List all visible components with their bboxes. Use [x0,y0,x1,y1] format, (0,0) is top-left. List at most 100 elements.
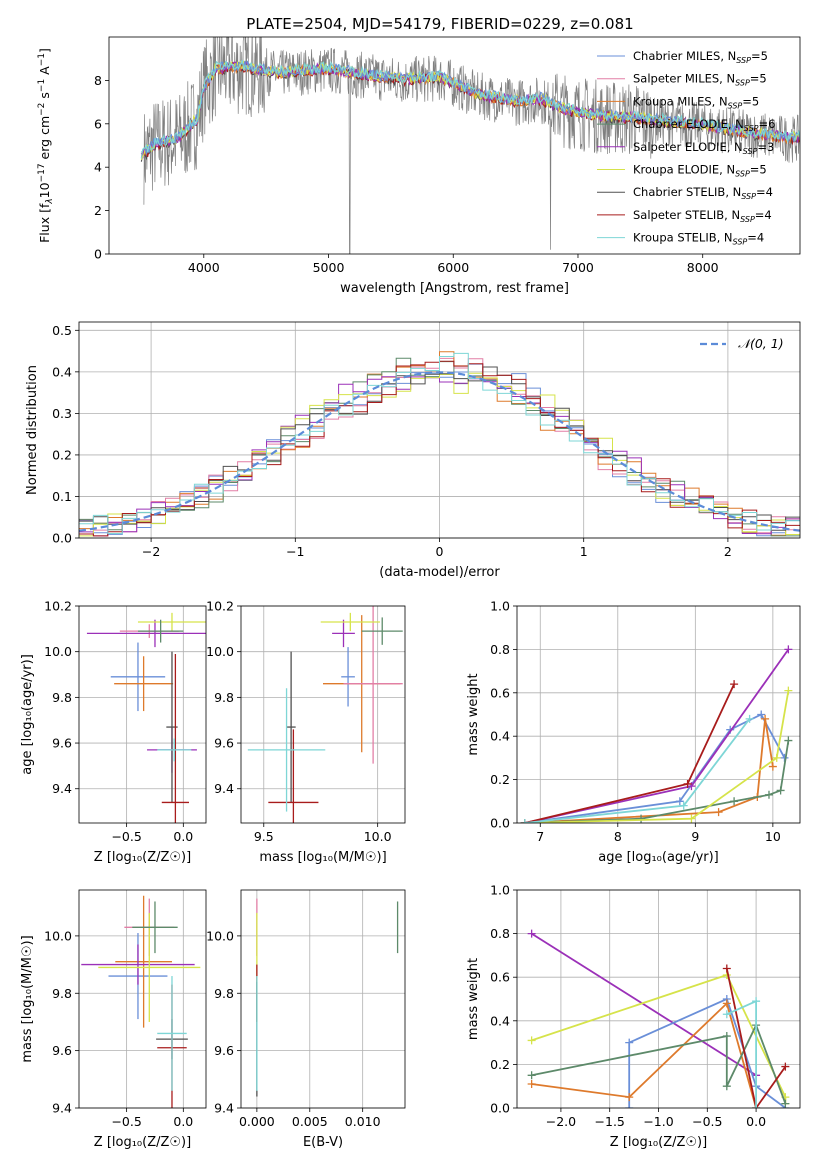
x-axis-label: Z [log₁₀(Z/Z☉)] [94,1135,191,1150]
y-tick-label: 0.3 [52,406,72,421]
y-axis-label: mass weight [466,673,481,755]
axes-frame [516,605,801,824]
y-tick-label: 0.4 [52,364,72,379]
histogram-salpeter-elodie [79,376,800,537]
data-point-kroupa-stelib [247,688,326,812]
series-marker [764,790,773,799]
y-axis-label: mass [log₁₀(M/M☉)] [20,935,35,1062]
series-marker [687,814,696,823]
y-tick-label: 9.8 [214,690,234,705]
series-marker [784,645,793,654]
series-marker [683,779,692,788]
series-kroupa-elodie [524,690,790,823]
y-tick-label: 9.6 [52,1043,72,1058]
series-marker [730,797,739,806]
y-tick-label: 9.4 [214,1101,234,1116]
y-tick-label: 4 [94,160,102,175]
x-tick-label: 8 [614,829,622,844]
data-point-salpeter-elodie [332,619,355,648]
data-point-salpeter-elodie [86,619,206,648]
age_vs_mass-axes: 9.5 10.0 9.4 9.6 9.8 10.0 10.2 mass [log₁₀(M/M☉… [206,599,406,865]
series-kroupa-miles [524,718,774,823]
histogram-kroupa-stelib [79,352,800,534]
x-tick-label: 6000 [437,260,469,275]
model-spectrum-kroupa-stelib [140,59,800,159]
series-marker [520,819,529,823]
plot-layer: 4000 5000 6000 7000 8000 0 2 4 6 8 wavelength [Ang… [20,36,801,1150]
series-marker [781,1099,790,1108]
mass_vs_Z-points [81,895,201,1108]
y-tick-label: 9.8 [52,986,72,1001]
x-tick-label: −0.5 [111,829,141,844]
data-point-salpeter-miles [343,606,403,764]
x-tick-label: 0.000 [239,1114,275,1129]
axes-frame [78,605,207,824]
x-tick-label: −0.5 [692,1114,722,1129]
data-point-salpeter-elodie [81,944,195,985]
mass_weight_vs_Z-axes: −2.0 −1.5 −1.0 −0.5 0.0 0.0 0.2 0.4 0.6 0.8 1.0 Z [… [466,883,801,1150]
y-tick-label: 10.2 [206,599,234,614]
legend-entry: Kroupa MILES, NSSP=5 [633,94,759,110]
y-axis-label: mass weight [466,958,481,1040]
y-tick-label: 2 [94,203,102,218]
y-tick-label: 6 [94,116,102,131]
y-tick-label: 10.0 [44,928,72,943]
y-tick-label: 9.6 [214,1043,234,1058]
age_vs_mass-points [247,606,403,823]
series-marker [722,999,731,1008]
series-marker [714,808,723,817]
x-axis-label: age [log₁₀(age/yr)] [598,850,719,865]
series-marker [675,797,684,806]
y-tick-label: 0.4 [490,1013,510,1028]
normal-reference-curve [79,371,800,532]
y-tick-label: 0.1 [52,489,72,504]
y-tick-label: 9.4 [214,781,234,796]
axes-frame [78,889,207,1109]
series-marker [679,801,688,810]
data-point-chabrier-stelib [286,651,296,803]
y-tick-label: 0 [94,247,102,262]
series-marker [625,1093,634,1102]
y-tick-label: 0.0 [52,531,72,546]
age_vs_Z-points [86,612,206,823]
y-tick-label: 0.2 [490,772,510,787]
x-axis-label: Z [log₁₀(Z/Z☉)] [610,1135,707,1150]
spectrum-lines [140,37,800,254]
mass_vs_Z-axes: −0.5 0.0 9.4 9.6 9.8 10.0 Z [log₁₀(Z/Z☉)] mass … [20,889,207,1150]
axes-frame [240,889,406,1109]
y-tick-label: 0.8 [490,926,510,941]
x-axis-label: (data-model)/error [379,565,500,580]
series-marker [637,814,646,823]
series-marker [527,1080,536,1089]
data-point-kroupa-elodie [98,912,201,1022]
x-tick-label: −1 [286,544,304,559]
y-tick-label: 9.6 [52,736,72,751]
series-marker [625,1038,634,1047]
series-marker [784,686,793,695]
x-tick-label: 9 [691,829,699,844]
data-point-chabrier-elodie [137,619,184,643]
axes-frame [78,321,801,539]
residuals-axes: −2 −1 0 1 2 0.0 0.1 0.2 0.3 0.4 0.5 (data-model)/er… [25,321,801,580]
x-tick-label: 8000 [687,260,719,275]
series-salpeter-stelib [524,683,735,823]
axes-frame [240,605,406,824]
y-tick-label: 9.8 [52,690,72,705]
data-point-salpeter-stelib [268,729,319,823]
data-point-kroupa-miles [114,656,174,712]
legend-entry: Kroupa ELODIE, NSSP=5 [633,163,767,179]
legend-entry: 𝒩(0, 1) [738,336,784,351]
x-tick-label: 0.0 [746,1114,766,1129]
x-axis-label: E(B-V) [303,1135,343,1150]
series-marker [527,929,536,938]
mass_weight_vs_age-lines [520,645,793,823]
y-tick-label: 9.6 [214,736,234,751]
y-tick-label: 0.6 [490,970,510,985]
histogram-kroupa-elodie [79,372,800,537]
x-tick-label: −2.0 [546,1114,576,1129]
y-tick-label: 9.4 [52,781,72,796]
histogram-chabrier-stelib [79,366,800,531]
axes-frame [108,36,801,255]
y-tick-label: 9.8 [214,986,234,1001]
